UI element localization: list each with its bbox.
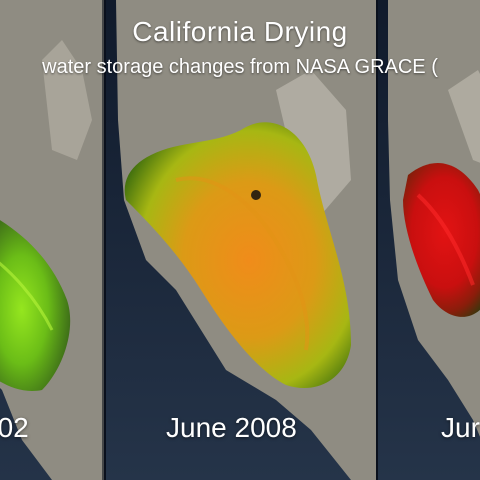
storage-streak [0,261,54,331]
mountain-range [42,40,92,160]
page-title: California Drying [132,16,348,47]
panel-divider [102,0,106,480]
page-subtitle: water storage changes from NASA GRACE ( [42,56,438,78]
date-label-2002: 002 [0,412,29,443]
mountain-range [276,70,351,215]
storage-overlay [0,220,71,391]
panel-june-2008 [106,0,376,480]
storage-streak [416,193,475,286]
storage-streak [175,176,310,351]
date-label-june-later: Jur [441,412,480,443]
map-june-2008 [106,0,376,480]
map-june-later [378,0,480,480]
storage-overlay [124,122,351,389]
lake [251,190,261,200]
map-2002 [0,0,104,480]
panel-2002 [0,0,104,480]
mountain-range [448,70,480,163]
panel-june-later [378,0,480,480]
date-label-june-2008: June 2008 [166,412,297,443]
